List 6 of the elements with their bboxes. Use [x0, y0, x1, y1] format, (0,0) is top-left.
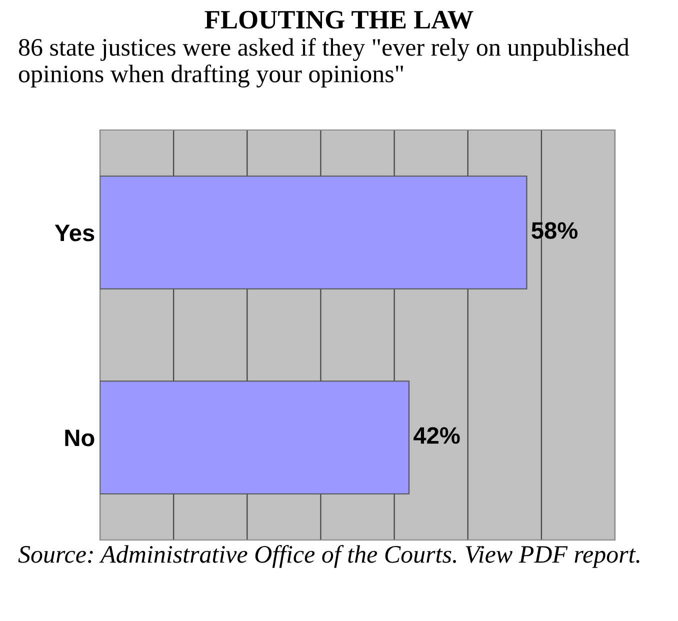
chart-subtitle: 86 state justices were asked if they "ever rely on unpublished opinions when drafting your opinions": [18, 38, 630, 88]
y-tick-label: No: [65, 430, 94, 446]
y-tick-label: Yes: [54, 224, 94, 242]
source-note: Source: Administrative Office of the Courts. View PDF report.: [18, 545, 640, 568]
data-label: 42%: [414, 427, 460, 444]
chart-title: FLOUTING THE LAW: [204, 10, 474, 29]
